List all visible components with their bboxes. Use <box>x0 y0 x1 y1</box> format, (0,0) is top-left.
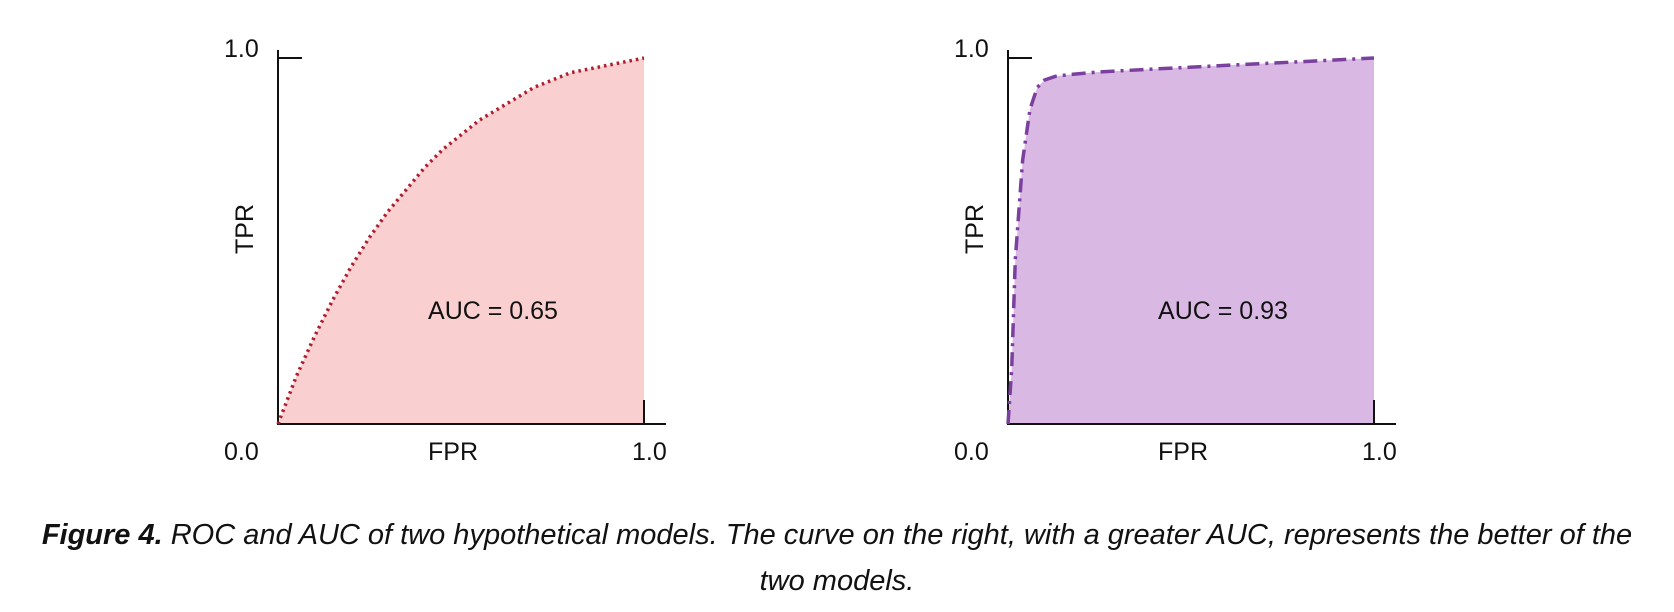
auc-label: AUC = 0.65 <box>428 297 558 325</box>
auc-area <box>1008 58 1374 424</box>
x-axis-title: FPR <box>428 438 478 466</box>
caption-lead: Figure 4. <box>41 519 163 551</box>
y-tick-label-max: 1.0 <box>224 35 259 63</box>
x-tick-label-max: 1.0 <box>1362 438 1397 466</box>
y-axis-title: TPR <box>231 204 259 254</box>
x-tick-label-min: 0.0 <box>224 438 259 466</box>
y-tick-label-max: 1.0 <box>954 35 989 63</box>
x-axis-title: FPR <box>1158 438 1208 466</box>
x-tick-label-max: 1.0 <box>632 438 667 466</box>
x-tick-label-min: 0.0 <box>954 438 989 466</box>
roc-curve <box>1006 56 1375 425</box>
figure-caption: Figure 4. ROC and AUC of two hypothetica… <box>30 512 1644 604</box>
auc-label: AUC = 0.93 <box>1158 297 1288 325</box>
roc-chart-1: 0.0 1.0 1.0 FPR TPR AUC = 0.65 <box>224 35 667 466</box>
caption-text: ROC and AUC of two hypothetical models. … <box>162 519 1633 597</box>
y-axis-title: TPR <box>961 204 989 254</box>
roc-curve <box>276 56 645 425</box>
auc-area <box>278 58 644 424</box>
roc-chart-2: 0.0 1.0 1.0 FPR TPR AUC = 0.93 <box>954 35 1397 466</box>
